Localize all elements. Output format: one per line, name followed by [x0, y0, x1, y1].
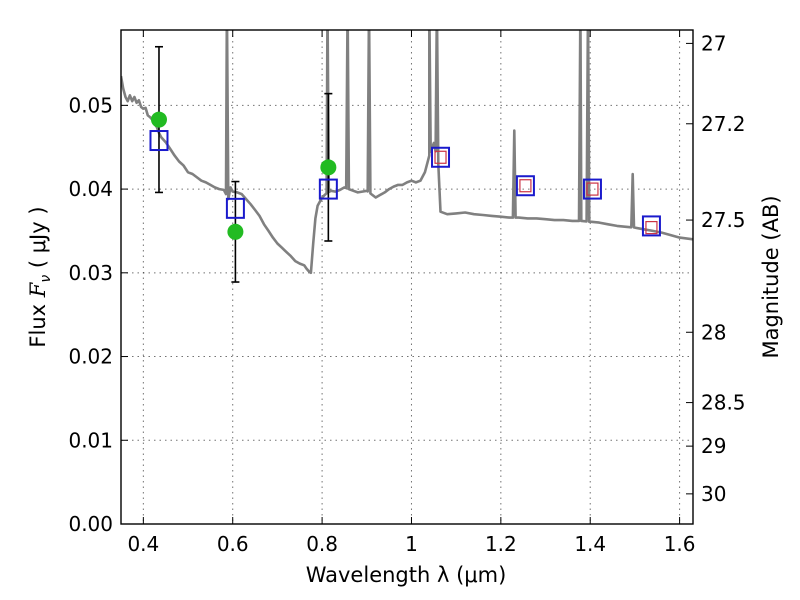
grid: [121, 30, 693, 525]
observed-point: [227, 223, 244, 240]
model-point: [515, 175, 535, 197]
y-tick-label: 0.01: [68, 428, 113, 452]
upper-limit-point: [645, 221, 658, 235]
y-tick-label: 0.05: [68, 93, 113, 117]
axes: 0.4 0.6 0.8 1 1.2 1.4 1.6 0.00 0.01 0.02 0.03 0.04 0…: [68, 29, 746, 556]
y-tick-label: 0.02: [68, 345, 113, 369]
x-axis-label: Wavelength λ (μm): [306, 563, 507, 587]
y2-tick-label: 27.5: [701, 208, 746, 232]
y-axis-label: Flux Fν ( μJy ): [26, 206, 54, 347]
model-point: [225, 197, 245, 219]
observed-point: [150, 111, 167, 128]
observed-point: [320, 159, 337, 176]
photometry-points: [149, 45, 661, 283]
x-tick-label: 1: [405, 532, 418, 556]
y2-axis-label: Magnitude (AB): [759, 195, 783, 358]
plot-frame: [120, 29, 694, 525]
sed-line: [121, 30, 693, 275]
y2-tick-label: 28: [701, 320, 726, 344]
x-tick-label: 0.4: [127, 532, 159, 556]
sed-model-line: [121, 30, 693, 275]
y2-tick-label: 28.5: [701, 391, 746, 415]
y-tick-label: 0.03: [68, 261, 113, 285]
y2-tick-label: 27: [701, 31, 726, 55]
x-tick-label: 1.6: [664, 532, 696, 556]
x-tick-label: 1.4: [574, 532, 606, 556]
y2-tick-label: 30: [701, 482, 726, 506]
y-tick-label: 0.00: [68, 512, 113, 536]
model-point: [318, 178, 338, 200]
model-point: [641, 215, 661, 237]
model-point: [149, 130, 169, 152]
upper-limit-point: [434, 150, 447, 164]
x-tick-label: 0.6: [217, 532, 249, 556]
y2-tick-label: 27.2: [701, 112, 746, 136]
model-point: [582, 178, 602, 200]
upper-limit-point: [519, 179, 532, 193]
x-tick-label: 0.8: [306, 532, 338, 556]
y2-tick-label: 29: [701, 434, 726, 458]
y-tick-label: 0.04: [68, 177, 113, 201]
model-point: [431, 146, 451, 168]
x-tick-label: 1.2: [485, 532, 517, 556]
upper-limit-point: [586, 182, 599, 196]
